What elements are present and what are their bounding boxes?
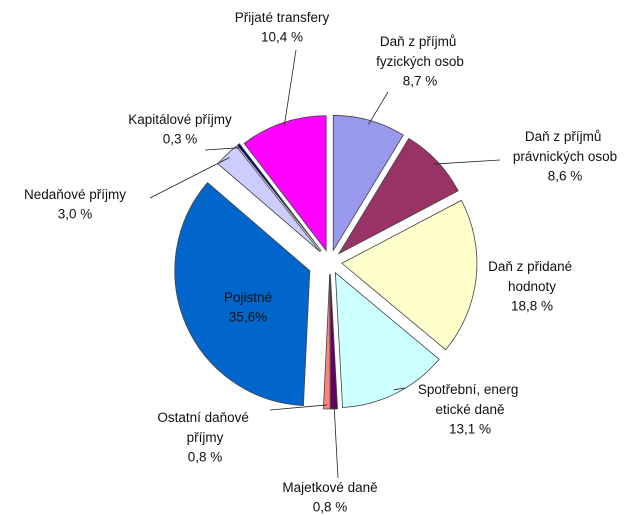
leader-line [368, 91, 389, 125]
slice-label: Daň z příjmů právnických osob [513, 129, 617, 164]
value-label: 8,6 % [548, 169, 583, 184]
label-line: fyzických osob [376, 54, 464, 69]
value-label: 18,8 % [511, 299, 553, 314]
label-line: Pojistné [224, 290, 272, 305]
slice-label: Nedaňové příjmy [24, 187, 126, 202]
value-label: 0,3 % [163, 132, 198, 147]
label-line: Přijaté transfery [235, 10, 330, 25]
label-line: hodnoty [508, 279, 556, 294]
value-label: 0,8 % [188, 450, 223, 465]
slice-label: Ostatní daňové příjmy [157, 410, 252, 445]
label-line: etické daně [435, 402, 504, 417]
value-label: 8,7 % [403, 74, 438, 89]
slice-label: Přijaté transfery [235, 10, 330, 25]
leader-line [434, 159, 501, 165]
label-line: Majetkové daně [282, 480, 377, 495]
label-line: Daň z přidané [488, 259, 576, 274]
label-line: Spotřební, energ [418, 382, 522, 397]
leader-line [204, 147, 241, 151]
pie-slice [243, 115, 327, 252]
leader-line [393, 387, 406, 391]
label-line: příjmy [187, 430, 224, 445]
leader-line [269, 404, 327, 411]
slice-label: Majetkové daně [282, 480, 377, 495]
pie-slice [337, 137, 459, 255]
leader-line [333, 404, 339, 479]
value-label: 3,0 % [58, 207, 93, 222]
value-label: 0,8 % [313, 500, 348, 515]
pie-slice [322, 273, 331, 410]
value-label: 35,6% [229, 310, 267, 325]
label-line: Kapitálové příjmy [128, 112, 232, 127]
slice-label: Daň z příjmů fyzických osob [376, 34, 464, 69]
value-label: 13,1 % [449, 422, 491, 437]
label-line: Nedaňové příjmy [24, 187, 126, 202]
leader-line [283, 49, 297, 127]
pie-slice [332, 115, 404, 252]
slice-label: Pojistné [224, 290, 272, 305]
pie-slice [334, 271, 440, 408]
label-line: Daň z příjmů [525, 129, 605, 144]
label-line: Ostatní daňové [157, 410, 252, 425]
leader-line [149, 157, 230, 199]
label-line: Daň z příjmů [380, 34, 460, 49]
slice-label: Spotřební, energ etické daně [418, 382, 522, 417]
pie-slice [236, 143, 322, 252]
value-label: 10,4 % [261, 30, 303, 45]
slice-label: Daň z přidané hodnoty [488, 259, 576, 294]
label-line: právnických osob [513, 149, 617, 164]
slice-label: Kapitálové příjmy [128, 112, 232, 127]
pie-slice [341, 199, 478, 351]
pie-slice [174, 182, 311, 406]
